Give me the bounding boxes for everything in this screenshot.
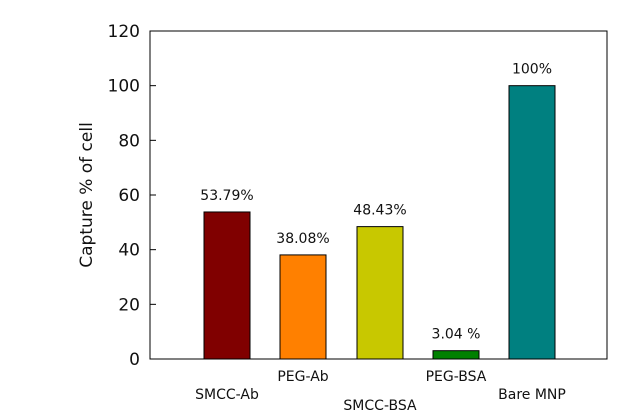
- data-label: 3.04 %: [432, 327, 481, 343]
- data-label: 38.08%: [276, 231, 329, 247]
- y-axis: 0 20 40 60 80 100 120: [108, 22, 156, 370]
- y-tick-label: 60: [118, 186, 140, 206]
- bar-bare-mnp: [508, 85, 556, 360]
- bar-peg-bsa: [432, 350, 480, 360]
- data-label: 48.43%: [353, 203, 406, 219]
- bar-peg-ab: [279, 254, 327, 360]
- bar-smcc-bsa: [356, 226, 404, 360]
- bar-smcc-ab: [203, 211, 251, 360]
- y-axis-label: Capture % of cell: [77, 122, 97, 268]
- bars: [203, 85, 556, 360]
- y-tick-label: 80: [118, 131, 140, 151]
- data-labels: 53.79% 38.08% 48.43% 3.04 % 100%: [200, 62, 552, 343]
- y-tick-label: 20: [118, 295, 140, 315]
- y-tick-label: 40: [118, 241, 140, 261]
- category-label: PEG-Ab: [277, 369, 328, 385]
- y-tick-label: 120: [108, 22, 140, 42]
- category-label: PEG-BSA: [426, 369, 487, 385]
- category-label: SMCC-BSA: [343, 398, 417, 414]
- y-tick-label: 0: [129, 350, 140, 370]
- data-label: 100%: [512, 62, 552, 78]
- category-labels: SMCC-Ab PEG-Ab SMCC-BSA PEG-BSA Bare MNP: [195, 369, 566, 414]
- data-label: 53.79%: [200, 188, 253, 204]
- y-tick-label: 100: [108, 77, 140, 97]
- category-label: Bare MNP: [498, 387, 566, 403]
- category-label: SMCC-Ab: [195, 387, 259, 403]
